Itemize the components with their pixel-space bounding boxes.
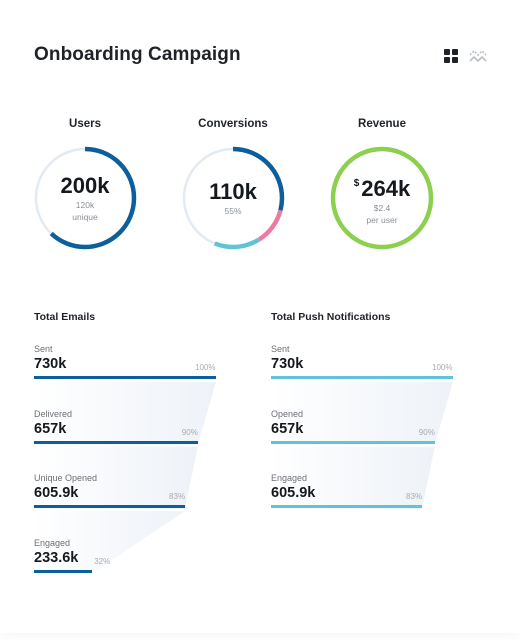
ring-segment-2 [181,146,285,250]
funnel-row-value: 605.9k [271,485,316,501]
funnel-shade [34,382,216,574]
funnel-shade [271,382,453,509]
trend-view-icon[interactable] [469,48,487,64]
emails-title: Total Emails [34,311,96,323]
kpi-label: Conversions [198,118,268,130]
kpi-conversions: Conversions 110k 55% [178,117,288,253]
kpi-value: 110k [209,179,257,204]
kpi-label: Revenue [358,118,406,130]
kpi-sub-2: per user [366,214,398,225]
ring-segment-0 [181,146,285,250]
funnel-row-bar [34,505,186,508]
funnel-row-bar [271,505,423,508]
kpi-sub-1: $2.4 [373,202,391,213]
funnel-row-label: Opened [271,408,304,419]
funnel-row-bar [34,440,198,444]
funnel-step-shade [271,446,435,509]
funnel-row-value: 657k [271,420,304,437]
kpi-revenue: Revenue $264k $2.4 per user [327,117,437,253]
funnel-row-value: 233.6k [34,549,79,566]
funnel-row-percent: 90% [418,427,435,437]
funnel-row-value: 730k [271,356,304,372]
funnel-row-value: 657k [34,420,67,437]
kpi-sub-2: unique [72,212,98,222]
funnel-row-label: Sent [34,344,53,354]
kpi-sub-1: 55% [224,206,242,216]
funnel-row-percent: 100% [432,363,453,372]
funnel-row-bar [271,376,453,379]
funnel-row-percent: 83% [169,492,186,501]
kpi-users: Users 200k 120k unique [30,117,140,253]
conversions-ring [181,146,285,250]
funnel-row-bar [34,569,93,573]
funnel-row-percent: 32% [94,556,111,566]
kpi-value: 200k [60,173,110,198]
funnel-row-value: 605.9k [34,485,79,501]
kpi-value: $264k [354,172,411,201]
currency-symbol: $ [353,177,360,189]
ring-progress [330,146,434,250]
funnel-row-bar [271,440,435,444]
funnel-row-label: Engaged [34,537,71,548]
kpi-sub-1: 120k [75,200,95,210]
funnel-row: Sent 730k 100% [34,344,216,379]
funnel-row-bar [34,376,216,379]
users-ring [33,146,137,250]
funnel-row-percent: 83% [406,492,423,501]
funnel-step-shade [34,382,216,445]
funnel-row-label: Engaged [271,473,308,483]
funnel-row: Opened 657k 90% [271,409,453,444]
grid-view-icon[interactable] [443,48,459,64]
funnel-row: Sent 730k 100% [271,344,453,379]
funnel-step-shade [34,511,186,574]
kpi-value-number: 264k [361,175,411,201]
funnel-row-label: Sent [271,344,290,354]
funnel-row: Delivered 657k 90% [34,409,216,444]
funnel-row: Unique Opened 605.9k 83% [34,473,216,508]
ring-progress [33,146,137,250]
funnel-row: Engaged 605.9k 83% [271,473,453,508]
kpi-label: Users [69,118,101,130]
funnel-row-value: 730k [34,356,67,372]
push-title: Total Push Notifications [271,311,391,323]
page-title: Onboarding Campaign [34,44,241,65]
funnel-row-label: Unique Opened [34,473,98,483]
revenue-ring [330,146,434,250]
funnel-row-percent: 100% [195,363,216,372]
funnel-row-label: Delivered [34,408,73,419]
funnel-step-shade [271,382,453,445]
funnel-row: Engaged 233.6k 32% [34,538,216,573]
funnel-step-shade [34,446,198,509]
funnel-row-percent: 90% [181,427,198,437]
